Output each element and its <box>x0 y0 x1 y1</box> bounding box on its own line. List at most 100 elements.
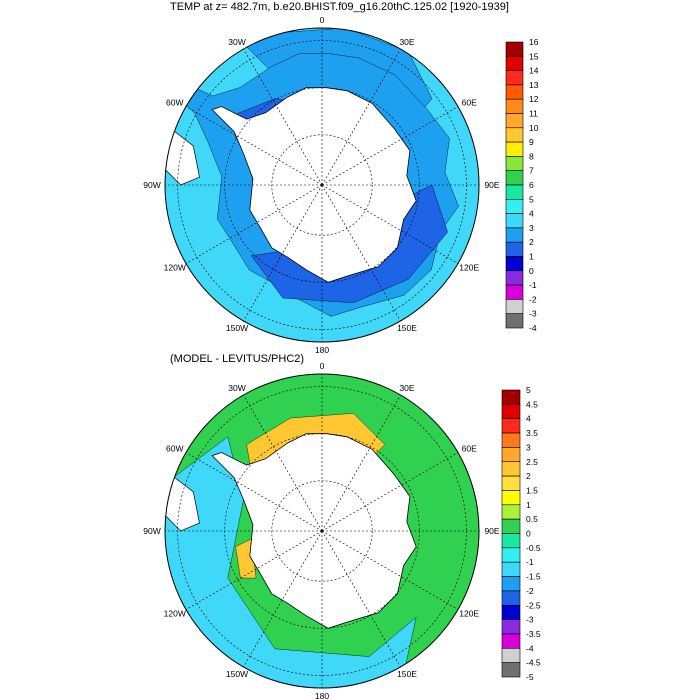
top-colorbar-swatch <box>505 41 524 57</box>
top-colorbar-label: 11 <box>529 109 538 119</box>
bottom-colorbar-label: 2 <box>526 471 531 481</box>
top-colorbar-swatch <box>505 227 524 243</box>
bottom-colorbar-swatch <box>501 475 521 491</box>
top-colorbar-swatch <box>505 141 524 157</box>
top-colorbar-label: 15 <box>529 51 539 61</box>
bottom-colorbar-label: -1.5 <box>526 572 541 582</box>
top-lon-label: 120W <box>164 263 186 273</box>
top-colorbar-label: 9 <box>529 137 534 147</box>
top-colorbar-swatch <box>505 270 524 286</box>
top-antarctica <box>211 87 417 283</box>
bottom-lon-label: 120W <box>164 609 186 619</box>
bottom-colorbar-label: 0.5 <box>526 514 538 524</box>
bottom-colorbar-swatch <box>501 590 521 606</box>
top-map-border <box>164 27 480 343</box>
top-lon-label: 30W <box>228 37 245 47</box>
top-colorbar-swatch <box>505 256 524 272</box>
top-colorbar-label: 12 <box>529 94 539 104</box>
top-lon-label: 60E <box>462 98 477 108</box>
top-colorbar-swatch <box>505 55 524 71</box>
bottom-colorbar-label: -4.5 <box>526 658 541 668</box>
top-colorbar-label: 13 <box>529 80 539 90</box>
top-colorbar-label: 5 <box>529 194 534 204</box>
top-colorbar-label: 6 <box>529 180 534 190</box>
bottom-colorbar-swatch <box>501 461 521 477</box>
bottom-lon-label: 120E <box>459 609 479 619</box>
bottom-colorbar-swatch <box>501 447 521 463</box>
top-lon-label: 180 <box>315 345 329 355</box>
bottom-colorbar-swatch <box>501 547 521 563</box>
bottom-colorbar: 5 4.5 4 3.5 3 2.5 2 1.5 1 0.5 0 -0.5 -1 -1.5 -2 -2.5 -3 -… <box>501 385 541 682</box>
top-colorbar-label: 7 <box>529 166 534 176</box>
bottom-antarctica <box>211 433 417 629</box>
bottom-lon-label: 60E <box>462 444 477 454</box>
top-lon-label: 90W <box>143 180 160 190</box>
bottom-colorbar-swatch <box>501 432 521 448</box>
bottom-lon-label: 30W <box>228 383 245 393</box>
top-colorbar-swatch <box>505 170 524 186</box>
bottom-colorbar-label: -2.5 <box>526 600 541 610</box>
bottom-latitude-circle <box>271 480 373 582</box>
top-colorbar-swatch <box>505 70 524 86</box>
bottom-colorbar-label: 3.5 <box>526 428 538 438</box>
bottom-lon-label: 90E <box>484 526 499 536</box>
bottom-lon-label: 90W <box>143 526 160 536</box>
bottom-colorbar-label: -3.5 <box>526 629 541 639</box>
bottom-colorbar-swatch <box>501 619 521 635</box>
bottom-colorbar-label: -4 <box>526 643 534 653</box>
bottom-colorbar-label: -0.5 <box>526 543 541 553</box>
top-colorbar-label: 4 <box>529 209 534 219</box>
bottom-colorbar-swatch <box>501 418 521 434</box>
bottom-colorbar-swatch <box>501 533 521 549</box>
bottom-map-border <box>164 373 480 689</box>
bottom-colorbar-label: -2 <box>526 586 534 596</box>
bottom-colorbar-swatch <box>501 633 521 649</box>
bottom-colorbar-label: -5 <box>526 672 534 682</box>
top-colorbar-swatch <box>505 184 524 200</box>
top-lon-label: 150W <box>226 323 248 333</box>
bottom-colorbar-swatch <box>501 604 521 620</box>
bottom-colorbar-swatch <box>501 518 521 534</box>
top-lon-label: 90E <box>484 180 499 190</box>
top-colorbar-label: 3 <box>529 223 534 233</box>
top-colorbar-swatch <box>505 84 524 100</box>
bottom-colorbar-label: 0 <box>526 529 531 539</box>
top-colorbar-swatch <box>505 113 524 129</box>
bottom-colorbar-label: 2.5 <box>526 457 538 467</box>
top-latitude-circle <box>271 134 373 236</box>
top-colorbar-swatch <box>505 156 524 171</box>
top-colorbar-swatch <box>505 199 524 214</box>
bottom-colorbar-label: 5 <box>526 385 531 395</box>
top-lon-label: 30E <box>399 37 414 47</box>
top-colorbar-label: -2 <box>529 294 537 304</box>
bottom-colorbar-swatch <box>501 490 521 506</box>
top-colorbar-label: -1 <box>529 280 537 290</box>
bottom-colorbar-label: 1.5 <box>526 485 538 495</box>
top-colorbar-label: 10 <box>529 123 539 133</box>
bottom-map: 0 30E 60E 90E 120E 150E 180 150W 120W 90W 60W 30W <box>143 361 500 700</box>
top-map-title: TEMP at z= 482.7m, b.e20.BHIST.f09_g16.2… <box>170 1 509 13</box>
bottom-colorbar-swatch <box>501 389 521 405</box>
bottom-colorbar-swatch <box>501 576 521 592</box>
top-map: 0 30E 60E 90E 120E 150E 180 150W 120W 90W 60W 30W <box>143 15 500 355</box>
top-colorbar-label: 8 <box>529 151 534 161</box>
bottom-lon-label: 150W <box>226 669 248 679</box>
top-colorbar-label: 16 <box>529 37 539 47</box>
bottom-colorbar-label: -1 <box>526 557 534 567</box>
bottom-lon-label: 180 <box>315 691 329 700</box>
bottom-colorbar-swatch <box>501 662 521 678</box>
top-colorbar-label: 14 <box>529 66 539 76</box>
bottom-colorbar-label: 1 <box>526 500 531 510</box>
bottom-colorbar-label: 3 <box>526 442 531 452</box>
top-colorbar-label: 1 <box>529 252 534 262</box>
top-colorbar-swatch <box>505 284 524 300</box>
bottom-colorbar-swatch <box>501 647 521 663</box>
bottom-colorbar-swatch <box>501 561 521 577</box>
top-lon-label: 120E <box>459 263 479 273</box>
bottom-lon-label: 0 <box>320 361 325 371</box>
bottom-colorbar-label: -3 <box>526 615 534 625</box>
top-colorbar-swatch <box>505 127 524 143</box>
top-lon-label: 0 <box>320 15 325 25</box>
